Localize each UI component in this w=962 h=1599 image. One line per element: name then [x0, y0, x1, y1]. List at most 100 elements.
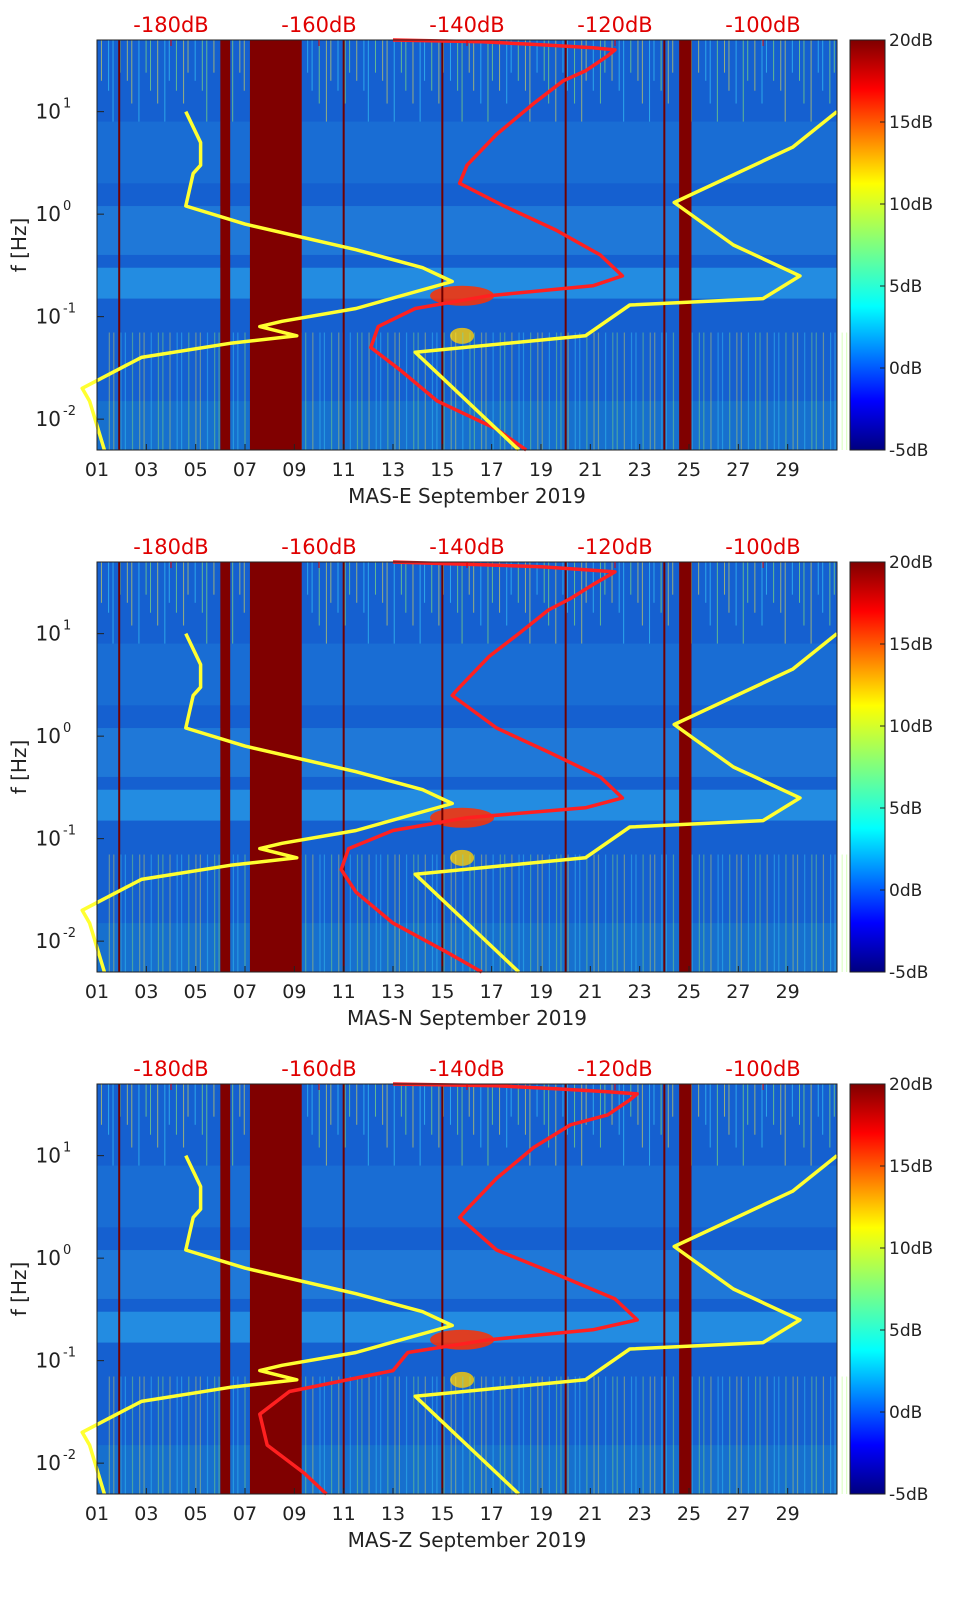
energy-band	[97, 121, 837, 184]
colorbar-tick-label: 0dB	[889, 359, 922, 379]
y-tick-exponent: -2	[63, 404, 76, 419]
colorbar-tick-label: 0dB	[889, 881, 922, 901]
data-gap	[679, 562, 692, 972]
top-axis-tick-label: -120dB	[577, 535, 652, 559]
yellow-model-curve	[80, 1154, 454, 1495]
y-axis-label: f [Hz]	[7, 1262, 31, 1317]
colorbar-tick-label: 10dB	[889, 195, 933, 215]
x-tick-label: 17	[480, 981, 504, 1003]
y-tick-label: 10	[36, 827, 61, 851]
colorbar-tick-label: 5dB	[889, 1321, 922, 1341]
red-psd-curve	[369, 38, 625, 452]
colorbar-tick-label: -5dB	[889, 963, 928, 983]
x-tick-label: 09	[282, 981, 306, 1003]
x-tick-label: 11	[332, 459, 356, 481]
y-tick-exponent: -2	[63, 1448, 76, 1463]
y-tick-label: 10	[36, 1451, 61, 1475]
x-tick-label: 17	[480, 1503, 504, 1525]
x-tick-label: 03	[134, 1503, 158, 1525]
data-gap	[220, 1084, 231, 1494]
y-tick-exponent: -1	[63, 824, 76, 839]
data-gap	[220, 40, 231, 450]
y-tick-exponent: 1	[63, 97, 71, 112]
top-axis-tick-label: -160dB	[281, 535, 356, 559]
colorbar	[849, 561, 886, 973]
top-axis-tick-label: -120dB	[577, 1057, 652, 1081]
x-tick-label: 23	[628, 1503, 652, 1525]
x-tick-label: 15	[430, 1503, 454, 1525]
y-tick-exponent: 0	[63, 721, 71, 736]
data-gap	[679, 1084, 692, 1494]
yellow-model-curve	[80, 632, 454, 973]
top-axis-tick-label: -180dB	[133, 535, 208, 559]
x-tick-label: 15	[430, 981, 454, 1003]
x-tick-label: 07	[233, 981, 257, 1003]
x-tick-label: 09	[282, 459, 306, 481]
y-tick-label: 10	[36, 407, 61, 431]
x-tick-label: 25	[677, 981, 701, 1003]
x-tick-label: 29	[776, 459, 800, 481]
x-tick-label: 17	[480, 459, 504, 481]
x-tick-label: 29	[776, 981, 800, 1003]
colorbar-tick-label: 15dB	[889, 635, 933, 655]
x-tick-label: 05	[184, 1503, 208, 1525]
colorbar-tick-label: 15dB	[889, 1157, 933, 1177]
x-tick-label: 19	[529, 1503, 553, 1525]
y-axis-label: f [Hz]	[7, 218, 31, 273]
colorbar-tick-label: 5dB	[889, 799, 922, 819]
microseism-secondary	[450, 1371, 475, 1388]
top-axis-tick-label: -100dB	[725, 1057, 800, 1081]
x-axis-label: MAS-E September 2019	[348, 484, 586, 508]
y-tick-label: 10	[36, 100, 61, 124]
top-axis-tick-label: -160dB	[281, 13, 356, 37]
x-tick-label: 27	[726, 1503, 750, 1525]
y-tick-label: 10	[36, 1246, 61, 1270]
x-tick-label: 27	[726, 459, 750, 481]
top-axis-tick-label: -100dB	[725, 13, 800, 37]
x-tick-label: 03	[134, 981, 158, 1003]
x-axis-label: MAS-Z September 2019	[348, 1528, 587, 1552]
red-psd-curve	[258, 1082, 639, 1496]
x-tick-label: 23	[628, 459, 652, 481]
x-axis-label: MAS-N September 2019	[347, 1006, 587, 1030]
microseism-peak	[430, 285, 495, 306]
x-tick-label: 19	[529, 981, 553, 1003]
x-tick-label: 01	[85, 981, 109, 1003]
y-tick-exponent: -2	[63, 926, 76, 941]
y-tick-label: 10	[36, 929, 61, 953]
x-tick-label: 13	[381, 981, 405, 1003]
x-tick-label: 13	[381, 459, 405, 481]
x-tick-label: 23	[628, 981, 652, 1003]
x-tick-label: 25	[677, 459, 701, 481]
x-tick-label: 01	[85, 459, 109, 481]
x-tick-label: 15	[430, 459, 454, 481]
colorbar-tick-label: 20dB	[889, 31, 933, 51]
y-tick-label: 10	[36, 305, 61, 329]
x-tick-label: 29	[776, 1503, 800, 1525]
colorbar	[849, 39, 886, 451]
x-tick-label: 13	[381, 1503, 405, 1525]
y-tick-label: 10	[36, 1349, 61, 1373]
data-gap	[220, 562, 231, 972]
colorbar-tick-label: -5dB	[889, 1485, 928, 1505]
yellow-model-curve	[80, 110, 454, 451]
y-tick-label: 10	[36, 202, 61, 226]
top-axis-tick-label: -100dB	[725, 535, 800, 559]
colorbar	[849, 1083, 886, 1495]
energy-band	[97, 643, 837, 706]
yellow-model-curve	[413, 1154, 839, 1496]
x-tick-label: 11	[332, 1503, 356, 1525]
colorbar-tick-label: 0dB	[889, 1403, 922, 1423]
x-tick-label: 05	[184, 459, 208, 481]
top-axis-tick-label: -180dB	[133, 13, 208, 37]
top-axis-tick-label: -120dB	[577, 13, 652, 37]
energy-band	[97, 1165, 837, 1228]
top-axis-tick-label: -140dB	[429, 1057, 504, 1081]
colorbar-tick-label: 15dB	[889, 113, 933, 133]
yellow-model-curve	[413, 632, 839, 974]
data-gap	[249, 1084, 302, 1494]
